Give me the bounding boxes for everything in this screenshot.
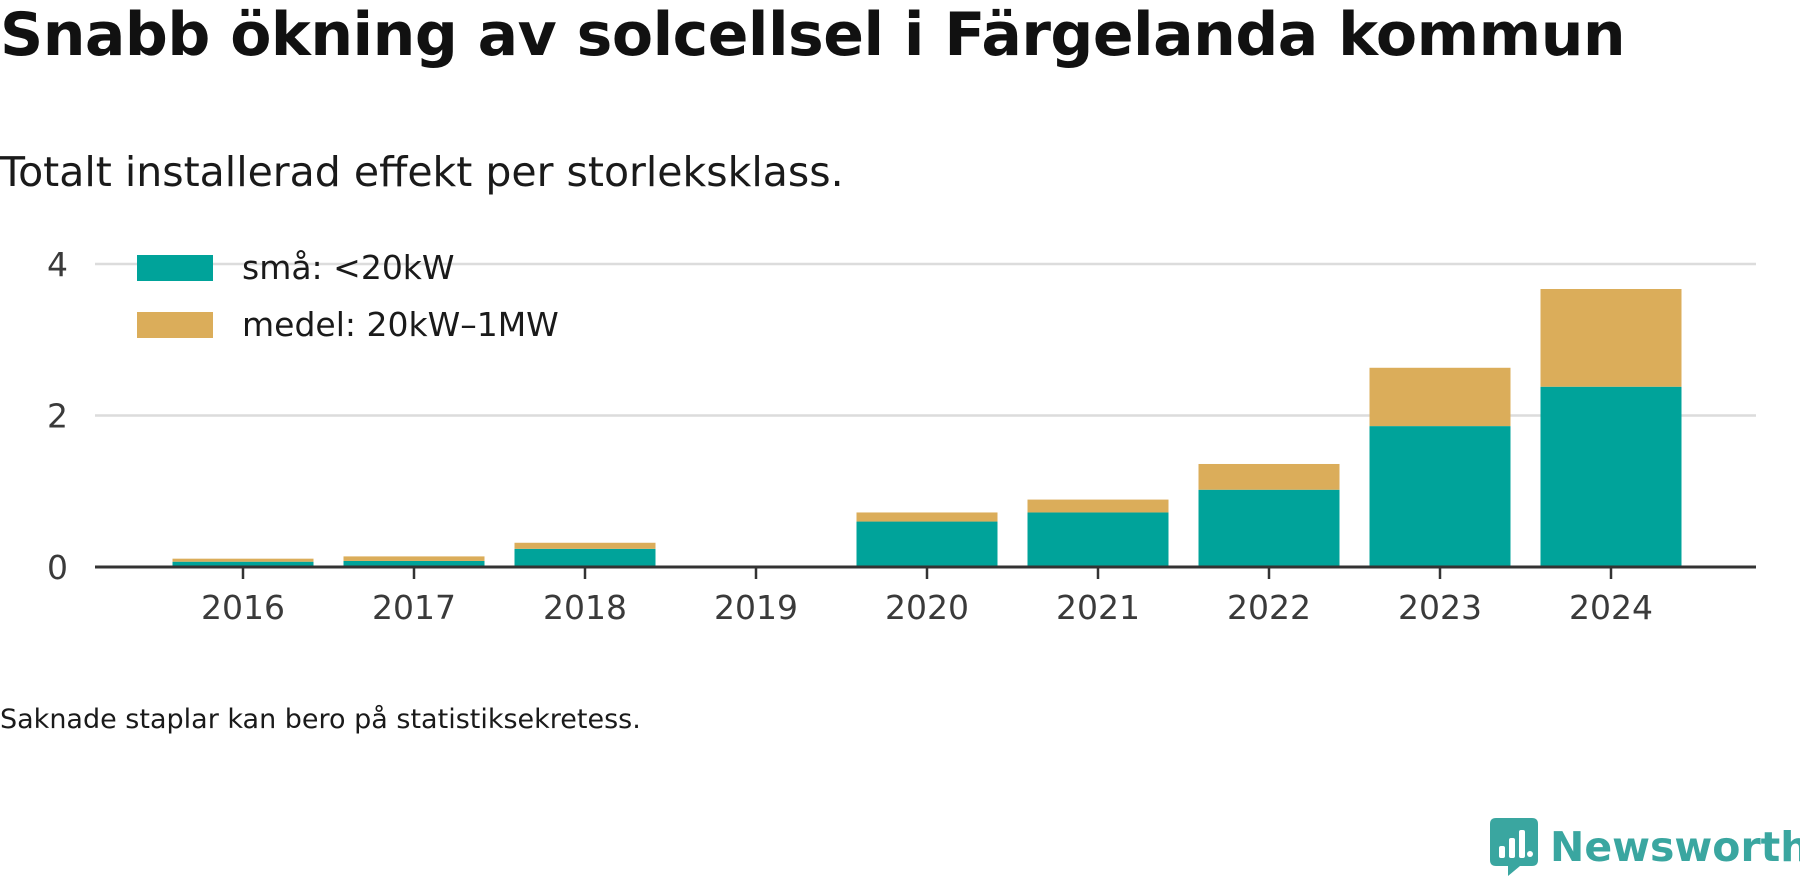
bar-segment [172, 558, 314, 562]
x-tick-label: 2017 [372, 588, 456, 627]
bar-segment [514, 542, 656, 549]
legend-swatch [137, 312, 213, 338]
chart-subtitle: Totalt installerad effekt per storlekskl… [0, 148, 844, 196]
y-tick-label: 4 [47, 245, 68, 284]
y-axis-tick-labels: 0 2 4 [47, 245, 68, 587]
x-tick-label: 2019 [714, 588, 798, 627]
bar-segment [856, 512, 998, 522]
stacked-bar-chart: 0 2 4 2016 2017 2018 2019 2020 2021 2022 2023 2024… [47, 245, 1756, 627]
footnote: Saknade staplar kan bero på statistiksek… [0, 704, 641, 735]
newsworthy-logo-icon [1490, 818, 1538, 876]
bar-segment [1198, 463, 1340, 490]
legend-swatch [137, 255, 213, 281]
bar-segment [1540, 288, 1682, 387]
bar-segment [172, 561, 314, 567]
bar-segment [1027, 499, 1169, 513]
x-axis [95, 565, 1756, 579]
legend-label: medel: 20kW–1MW [242, 305, 559, 344]
bar-segment [343, 560, 485, 567]
bar-segment [343, 556, 485, 561]
bar-segment [1369, 367, 1511, 427]
bars [172, 288, 1682, 567]
legend-label: små: <20kW [242, 248, 455, 287]
legend: små: <20kW medel: 20kW–1MW [137, 248, 559, 344]
x-tick-label: 2024 [1569, 588, 1653, 627]
x-tick-label: 2018 [543, 588, 627, 627]
brand-name: Newsworthy [1550, 823, 1800, 871]
bar-segment [1369, 426, 1511, 567]
bar-segment [856, 521, 998, 567]
chart-title: Snabb ökning av solcellsel i Färgelanda … [0, 0, 1626, 70]
x-tick-label: 2023 [1398, 588, 1482, 627]
x-tick-label: 2016 [201, 588, 285, 627]
bar-segment [1198, 489, 1340, 567]
y-tick-label: 0 [47, 548, 68, 587]
brand-logo: Newsworthy [1490, 818, 1800, 876]
bar-segment [1027, 512, 1169, 567]
x-tick-label: 2020 [885, 588, 969, 627]
bar-segment [514, 548, 656, 567]
x-tick-label: 2022 [1227, 588, 1311, 627]
bar-segment [1540, 386, 1682, 567]
x-axis-tick-labels: 2016 2017 2018 2019 2020 2021 2022 2023 2024 [201, 588, 1653, 627]
y-tick-label: 2 [47, 397, 68, 436]
x-tick-label: 2021 [1056, 588, 1140, 627]
